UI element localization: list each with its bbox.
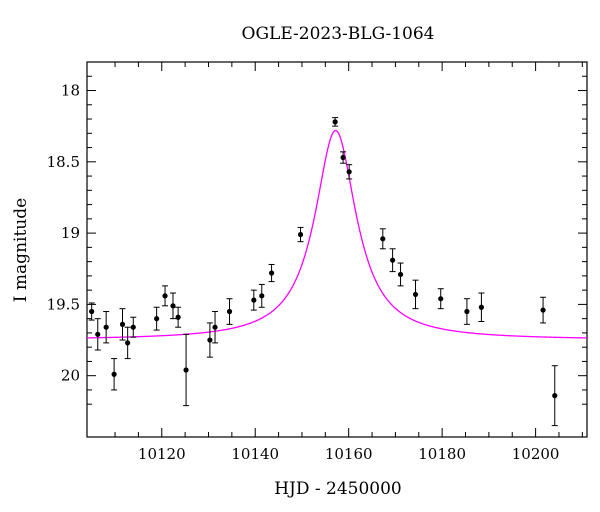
data-marker — [212, 324, 218, 330]
data-point — [94, 318, 101, 351]
data-point — [88, 302, 95, 321]
data-point — [340, 151, 347, 164]
data-marker — [226, 308, 233, 315]
data-point — [297, 226, 304, 243]
data-marker — [390, 257, 396, 263]
data-point — [437, 288, 444, 310]
data-marker — [412, 291, 419, 298]
data-point — [212, 311, 219, 344]
data-marker — [540, 307, 546, 313]
data-point — [183, 333, 190, 407]
data-marker — [154, 316, 160, 322]
data-marker — [162, 293, 168, 299]
data-point — [478, 292, 485, 323]
data-point — [412, 279, 419, 310]
data-point — [169, 292, 176, 320]
data-marker — [464, 308, 470, 315]
plot-frame — [86, 61, 588, 438]
data-point — [346, 164, 353, 180]
data-marker — [89, 308, 95, 315]
data-marker — [95, 331, 101, 337]
data-marker — [552, 393, 558, 399]
data-point — [124, 326, 131, 360]
data-point — [130, 316, 137, 338]
x-tick-label: 10120 — [138, 445, 186, 463]
chart-title: OGLE-2023-BLG-1064 — [242, 24, 435, 44]
y-axis-label: I magnitude — [11, 198, 31, 302]
y-tick-label: 18 — [61, 82, 80, 100]
data-marker — [478, 304, 484, 310]
data-marker — [170, 303, 176, 309]
x-tick-label: 10140 — [231, 445, 279, 463]
data-point — [250, 289, 257, 311]
data-marker — [207, 337, 213, 343]
data-point — [551, 365, 558, 427]
data-marker — [268, 270, 275, 276]
x-tick-labels: 10120 10140 10160 10180 10200 — [138, 445, 560, 463]
data-point — [332, 117, 339, 127]
data-point — [153, 306, 160, 331]
data-marker — [175, 314, 181, 320]
data-marker — [346, 169, 352, 175]
axis-ticks — [87, 61, 587, 437]
data-marker — [397, 271, 404, 278]
data-marker — [380, 236, 386, 242]
x-tick-label: 10180 — [418, 445, 466, 463]
data-point — [162, 285, 169, 307]
data-point — [389, 248, 396, 273]
data-point — [175, 306, 182, 328]
data-point — [111, 358, 118, 391]
y-tick-label: 19 — [61, 224, 80, 242]
data-marker — [130, 324, 136, 330]
data-marker — [103, 324, 109, 330]
x-tick-label: 10160 — [325, 445, 373, 463]
y-tick-labels: 18 18.5 19 19.5 20 — [47, 82, 80, 385]
data-point — [397, 262, 404, 287]
data-point — [268, 263, 275, 283]
y-tick-label: 19.5 — [47, 295, 80, 313]
model-curve — [86, 129, 588, 339]
data-point — [103, 311, 110, 344]
data-point — [226, 298, 233, 325]
x-axis-label: HJD - 2450000 — [274, 479, 402, 499]
data-marker — [332, 119, 338, 125]
data-marker — [438, 296, 444, 302]
data-marker — [125, 340, 131, 346]
data-point — [119, 308, 126, 341]
data-point — [379, 228, 386, 250]
data-point — [258, 283, 265, 308]
y-tick-label: 18.5 — [47, 153, 80, 171]
data-marker — [183, 367, 189, 373]
data-marker — [119, 321, 126, 327]
data-marker — [259, 293, 265, 299]
data-point — [206, 322, 213, 358]
data-marker — [340, 154, 346, 161]
data-marker — [251, 297, 257, 303]
data-marker — [111, 371, 117, 377]
y-tick-label: 20 — [61, 367, 80, 385]
data-points — [88, 117, 558, 427]
x-tick-label: 10200 — [512, 445, 560, 463]
data-point — [540, 296, 547, 324]
data-point — [463, 298, 470, 325]
data-marker — [297, 231, 304, 238]
